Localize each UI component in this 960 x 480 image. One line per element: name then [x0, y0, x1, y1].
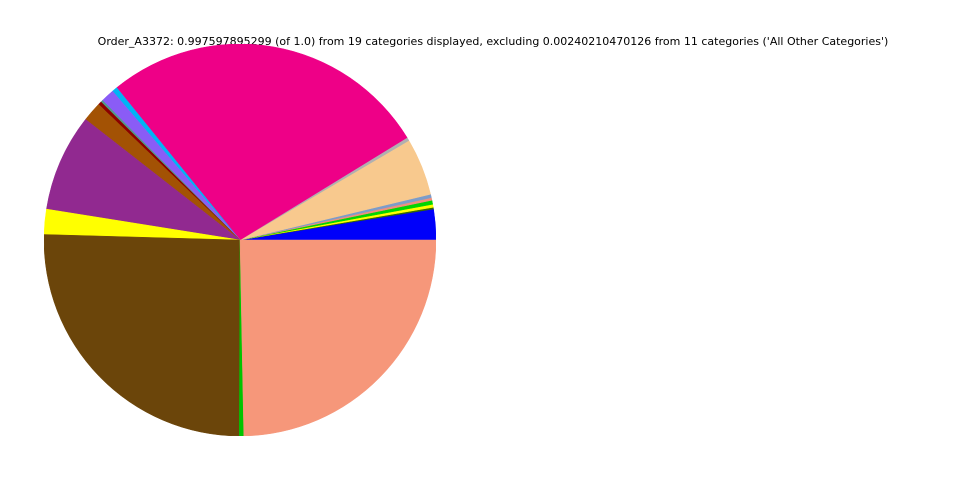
pie-segment-15-purple: [46, 119, 241, 241]
pie-segment-17-darkbrown: [44, 234, 241, 436]
pie-segment-09-magenta: [116, 44, 408, 241]
pie-segment-19-salmon: [239, 239, 436, 436]
chart-title: Order_A3372: 0.997597895299 (of 1.0) fro…: [97, 35, 889, 48]
pie-chart: [44, 44, 436, 436]
